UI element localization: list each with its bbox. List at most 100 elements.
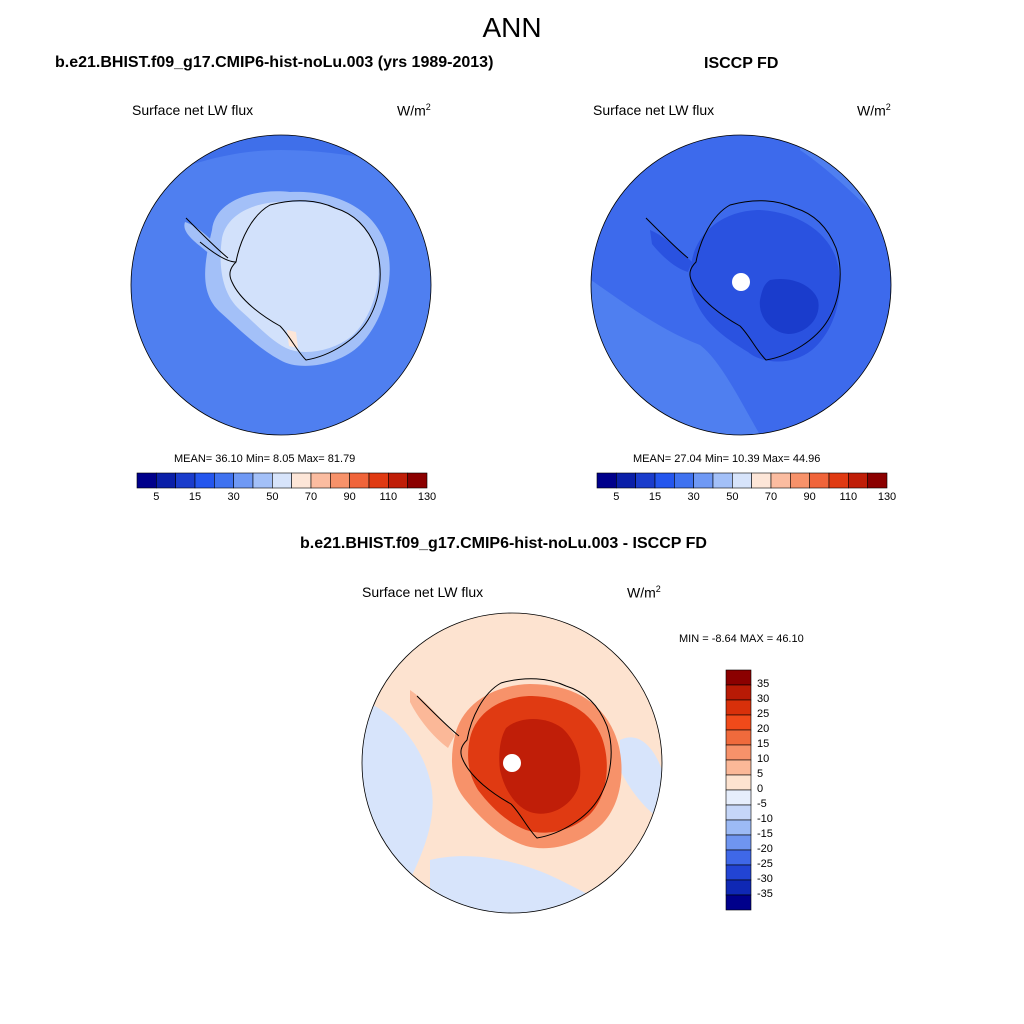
- obs-colorbar-tick-label: 50: [726, 491, 739, 503]
- model-colorbar-tick-label: 5: [153, 491, 160, 503]
- diff-colorbar-swatch: [725, 759, 752, 776]
- model-colorbar-swatch: [214, 472, 234, 489]
- model-variable-label: Surface net LW flux: [132, 102, 254, 118]
- model-colorbar-swatch: [368, 472, 389, 489]
- diff-colorbar-swatch: [725, 819, 752, 836]
- obs-map: [590, 134, 892, 436]
- obs-dark-patch: [759, 278, 819, 334]
- model-colorbar-swatch: [291, 472, 312, 489]
- diff-colorbar-swatch: [725, 894, 752, 911]
- model-coastline: [185, 200, 381, 361]
- diff-colorbar-tick-label: -35: [757, 888, 773, 900]
- obs-colorbar-swatch: [828, 472, 849, 489]
- model-colorbar-swatch: [156, 472, 176, 489]
- model-colorbar-swatch: [349, 472, 370, 489]
- model-colorbar-swatch: [252, 472, 273, 489]
- model-colorbar-swatch: [272, 472, 292, 489]
- diff-colorbar: [725, 669, 752, 911]
- diff-colorbar-tick-label: -20: [757, 843, 773, 855]
- obs-colorbar-swatch: [674, 472, 694, 489]
- obs-colorbar-swatch: [848, 472, 868, 489]
- model-ice-field: [220, 201, 379, 352]
- diff-colorbar-swatch: [725, 864, 752, 881]
- model-colorbar-tick-label: 130: [417, 491, 437, 503]
- diff-colorbar-swatch: [725, 879, 752, 896]
- diff-colorbar-swatch: [725, 804, 752, 821]
- model-colorbar-tick-label: 110: [379, 491, 398, 503]
- model-colorbar-tick-label: 15: [188, 491, 202, 503]
- obs-colorbar-tick-label: 30: [687, 491, 700, 503]
- obs-colorbar-swatch: [616, 472, 636, 489]
- diff-colorbar-tick-label: -5: [757, 798, 767, 810]
- model-colorbar: [136, 472, 428, 489]
- obs-colorbar-swatch: [654, 472, 675, 489]
- model-colorbar-swatch: [194, 472, 215, 489]
- diff-core-field: [499, 719, 581, 814]
- obs-pole-hole: [732, 273, 750, 291]
- obs-panel-title: ISCCP FD: [704, 55, 779, 72]
- model-colorbar-swatch: [330, 472, 350, 489]
- obs-units-label: W/m2: [857, 102, 891, 119]
- diff-colorbar-tick-label: -30: [757, 873, 773, 885]
- diff-colorbar-swatch: [725, 834, 752, 851]
- diff-panel-title: b.e21.BHIST.f09_g17.CMIP6-hist-noLu.003 …: [300, 535, 707, 552]
- diff-colorbar-tick-label: 20: [757, 723, 770, 735]
- diff-colorbar-swatch: [725, 849, 752, 866]
- model-colorbar-swatch: [233, 472, 254, 489]
- model-colorbar-tick-label: 70: [304, 491, 318, 503]
- model-colorbar-swatch: [136, 472, 157, 489]
- diff-colorbar-swatch: [725, 699, 752, 716]
- diff-colorbar-tick-label: 10: [757, 753, 770, 765]
- model-warm-spot: [287, 330, 298, 348]
- main-title: ANN: [482, 12, 542, 43]
- obs-colorbar-swatch: [751, 472, 772, 489]
- model-colorbar-tick-label: 50: [266, 491, 279, 503]
- obs-peninsula: [650, 230, 692, 272]
- obs-colorbar-swatch: [809, 472, 830, 489]
- obs-colorbar-swatch: [596, 472, 617, 489]
- obs-colorbar-swatch: [867, 472, 888, 489]
- diff-colorbar-tick-label: -25: [757, 858, 773, 870]
- model-colorbar-swatch: [388, 472, 408, 489]
- obs-colorbar-swatch: [635, 472, 656, 489]
- diff-colorbar-tick-label: 5: [757, 768, 764, 780]
- diff-colorbar-swatch: [725, 789, 752, 806]
- diff-map-border: [361, 612, 663, 914]
- obs-colorbar-swatch: [770, 472, 791, 489]
- diff-stats: MIN = -8.64 MAX = 46.10: [679, 633, 804, 645]
- model-units-label: W/m2: [397, 102, 431, 119]
- diff-colorbar-tick-label: 0: [757, 783, 764, 795]
- model-colorbar-swatch: [175, 472, 196, 489]
- obs-colorbar-swatch: [790, 472, 810, 489]
- diff-colorbar-tick-label: 30: [757, 693, 770, 705]
- diff-peninsula-warm: [410, 690, 455, 748]
- obs-colorbar-tick-label: 90: [803, 491, 816, 503]
- obs-coastline: [645, 200, 841, 361]
- obs-colorbar-tick-label: 5: [613, 491, 620, 503]
- model-map-border: [130, 134, 432, 436]
- diff-colorbar-swatch: [725, 669, 752, 686]
- diff-units-label: W/m2: [627, 584, 661, 601]
- model-colorbar-tick-label: 30: [227, 491, 240, 503]
- diff-colorbar-tick-label: -15: [757, 828, 773, 840]
- obs-colorbar-swatch: [732, 472, 752, 489]
- diff-pole-hole: [503, 754, 521, 772]
- obs-colorbar-tick-label: 70: [764, 491, 778, 503]
- obs-variable-label: Surface net LW flux: [593, 102, 715, 118]
- diff-coastline: [416, 678, 612, 839]
- model-stats: MEAN= 36.10 Min= 8.05 Max= 81.79: [174, 453, 356, 465]
- model-panel-title: b.e21.BHIST.f09_g17.CMIP6-hist-noLu.003 …: [55, 54, 494, 71]
- diff-variable-label: Surface net LW flux: [362, 584, 484, 600]
- obs-colorbar-swatch: [712, 472, 733, 489]
- obs-colorbar-tick-label: 15: [648, 491, 662, 503]
- model-colorbar-swatch: [407, 472, 428, 489]
- diff-blue-south: [430, 856, 620, 913]
- diff-colorbar-tick-label: -10: [757, 813, 773, 825]
- diff-colorbar-swatch: [725, 684, 752, 701]
- diff-colorbar-swatch: [725, 714, 752, 731]
- diff-colorbar-swatch: [725, 774, 752, 791]
- obs-stats: MEAN= 27.04 Min= 10.39 Max= 44.96: [633, 453, 821, 465]
- diff-colorbar-tick-label: 15: [757, 738, 770, 750]
- diff-colorbar-swatch: [725, 744, 752, 761]
